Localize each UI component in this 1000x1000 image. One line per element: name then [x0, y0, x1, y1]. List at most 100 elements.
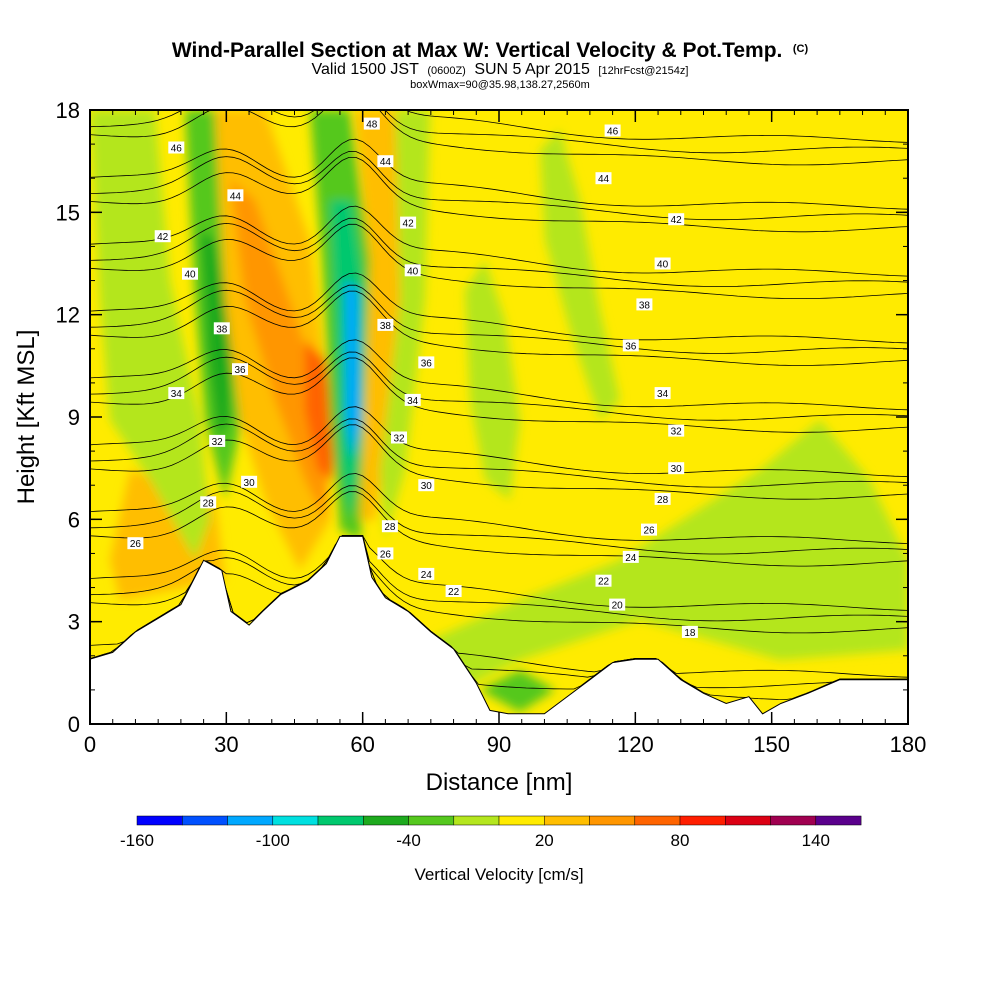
x-tick-label: 180	[890, 732, 927, 757]
contour-label-bg	[200, 496, 217, 509]
contour-label-bg	[381, 520, 398, 533]
y-tick-label: 9	[68, 405, 80, 430]
contour-label-text: 28	[384, 522, 396, 533]
svg-text:Wind-Parallel Section at Max W: Wind-Parallel Section at Max W: Vertical…	[172, 39, 809, 62]
colorbar-swatch	[182, 815, 228, 826]
colorbar-swatch	[770, 815, 817, 826]
theta-contour-label: 32	[391, 431, 407, 445]
contour-labels: 46 44 42 40 38 36 34 32 30 28 26 48 44 42 40 38 36 34 32 30…	[127, 117, 698, 639]
contour-label-bg	[168, 387, 185, 400]
contour-label-text: 20	[612, 601, 624, 612]
x-tick-label: 0	[84, 732, 96, 757]
theta-contour-label: 34	[654, 387, 671, 400]
contour-label-text: 30	[421, 481, 433, 492]
forecast-info: [12hrFcst@2154z]	[598, 65, 688, 77]
contour-label-bg	[418, 567, 435, 580]
contour-label-text: 22	[448, 587, 460, 598]
theta-contour-line	[90, 290, 908, 366]
theta-contour-line	[90, 485, 908, 555]
contour-label-bg	[404, 264, 421, 277]
contour-label-text: 36	[234, 365, 246, 376]
theta-contour-line	[90, 93, 908, 98]
x-tick-label: 120	[617, 732, 654, 757]
contour-label-bg	[168, 141, 185, 154]
contour-label-bg	[213, 322, 230, 335]
theta-contour-label: 44	[227, 189, 244, 202]
colorbar-swatch	[317, 815, 364, 826]
theta-contour-line	[90, 223, 908, 300]
contour-label-bg	[654, 492, 671, 505]
theta-contour-line	[90, 284, 908, 354]
contour-label-text: 40	[407, 266, 419, 277]
contour-label-text: 46	[607, 127, 619, 138]
theta-contour-line	[90, 110, 908, 154]
theta-contour-label: 40	[182, 267, 198, 281]
contour-label-text: 34	[171, 389, 183, 400]
contour-label-text: 44	[380, 157, 392, 168]
theta-contour-label: 28	[381, 520, 398, 533]
contour-label-bg	[609, 598, 626, 611]
contour-label-bg	[654, 387, 671, 400]
theta-contour-label: 42	[400, 216, 417, 230]
x-tick-label: 150	[753, 732, 790, 757]
theta-contour-label: 40	[404, 264, 421, 277]
theta-contour-line	[90, 156, 908, 233]
plot-area: 4644424038363432302826484442403836343230…	[56, 93, 927, 757]
colorbar-tick-label: 80	[671, 831, 690, 850]
contour-label-text: 44	[230, 191, 242, 202]
contour-label-text: 24	[421, 570, 433, 581]
theta-contour-label: 34	[168, 387, 185, 400]
theta-contour-line	[90, 110, 908, 166]
chart-title: Wind-Parallel Section at Max W: Vertical…	[172, 39, 783, 62]
contour-label-text: 26	[380, 549, 392, 560]
theta-contour-line	[90, 150, 908, 221]
theta-contour-label: 44	[595, 172, 612, 185]
colorbar-swatch	[498, 815, 545, 826]
contour-label-bg	[604, 124, 621, 137]
colorbar-swatch	[725, 815, 771, 826]
box-wmax-info: boxWmax=90@35.98,138.27,2560m	[410, 79, 590, 91]
contour-label-text: 34	[407, 396, 419, 407]
downdraft-lower-east	[430, 420, 908, 700]
theta-contour-line	[90, 473, 908, 544]
colorbar-swatch	[363, 815, 409, 826]
contour-label-text: 46	[171, 144, 183, 155]
theta-contour-label: 38	[213, 322, 230, 335]
colorbar-swatch	[634, 815, 681, 826]
theta-contour-label: 38	[377, 318, 394, 332]
theta-contour-label: 42	[668, 213, 685, 226]
contour-label-text: 42	[157, 232, 169, 243]
contour-label-bg	[241, 475, 258, 488]
colorbar-swatch	[815, 815, 862, 826]
downdraft-core-left	[200, 230, 232, 440]
theta-contour-label: 32	[209, 434, 226, 448]
contour-label-bg	[595, 172, 612, 185]
colorbar-swatch	[589, 815, 636, 826]
theta-contour-label: 34	[404, 393, 421, 407]
theta-contour-label: 26	[377, 547, 394, 560]
contour-label-text: 36	[625, 341, 637, 352]
theta-contour-label: 30	[241, 475, 258, 489]
x-axis-label: Distance [nm]	[426, 769, 573, 796]
contour-label-bg	[636, 298, 653, 311]
contour-label-bg	[209, 434, 226, 447]
contour-label-text: 38	[380, 321, 392, 332]
contour-label-bg	[622, 550, 639, 563]
contour-label-text: 44	[598, 174, 610, 185]
theta-contour-line	[90, 272, 908, 344]
contour-label-bg	[232, 363, 248, 376]
theta-contour-label: 36	[232, 363, 248, 376]
contour-label-bg	[654, 257, 671, 270]
theta-contour-label: 22	[445, 585, 462, 598]
theta-contour-line	[90, 138, 908, 210]
colorbar-tick-label: 140	[802, 831, 830, 850]
contour-label-text: 38	[216, 324, 228, 335]
colorbar-swatch	[227, 815, 274, 826]
theta-contour-label: 24	[622, 550, 639, 564]
y-tick-label: 15	[56, 200, 80, 225]
theta-contour-label: 26	[127, 537, 144, 550]
theta-contour-line	[90, 217, 908, 288]
contour-label-text: 42	[671, 215, 683, 226]
x-tick-label: 60	[350, 732, 374, 757]
downdraft-surface-patch	[480, 670, 555, 712]
